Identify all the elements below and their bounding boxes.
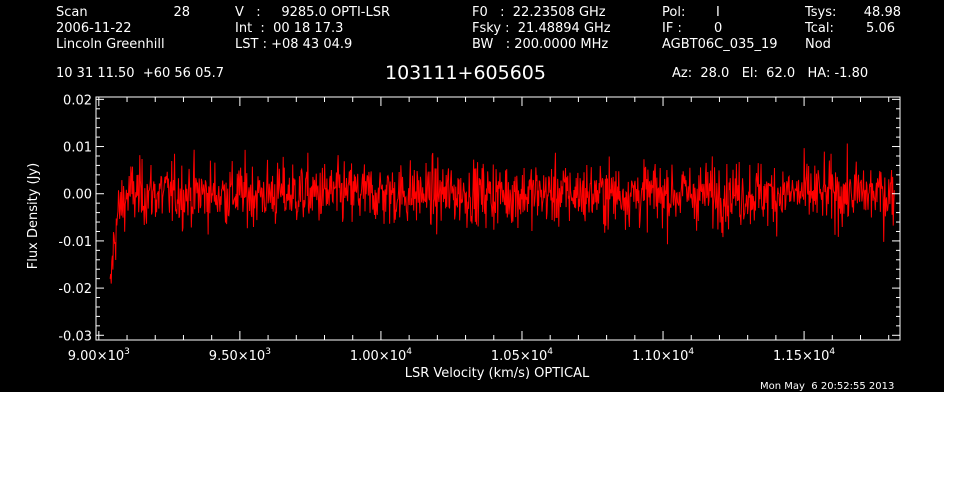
y-tick-label: -0.02 bbox=[58, 282, 92, 297]
source-coords: 10 31 11.50 +60 56 05.7 bbox=[56, 66, 225, 81]
velocity-line: V : 9285.0 OPTI-LSR bbox=[235, 5, 391, 20]
observer-name: Lincoln Greenhill bbox=[56, 37, 165, 52]
x-tick-label: 9.50×103 bbox=[209, 347, 271, 364]
x-axis-label: LSR Velocity (km/s) OPTICAL bbox=[405, 366, 590, 381]
rest-freq-line: F0 : 22.23508 GHz bbox=[472, 5, 606, 20]
x-tick-label: 9.00×103 bbox=[68, 347, 130, 364]
x-tick-label: 1.10×104 bbox=[632, 347, 694, 364]
x-tick-label: 1.00×104 bbox=[350, 347, 412, 364]
if-label: IF : bbox=[662, 21, 682, 36]
tcal-label: Tcal: bbox=[805, 21, 834, 36]
pol-label: Pol: bbox=[662, 5, 686, 20]
sky-freq-line: Fsky : 21.48894 GHz bbox=[472, 21, 611, 36]
scan-value: 28 bbox=[173, 5, 190, 20]
y-tick-label: 0.02 bbox=[63, 93, 92, 108]
spectrum-trace bbox=[109, 143, 895, 284]
lst-line: LST : +08 43 04.9 bbox=[235, 37, 353, 52]
az-el-ha: Az: 28.0 El: 62.0 HA: -1.80 bbox=[672, 66, 869, 81]
plot-frame bbox=[95, 96, 901, 341]
plot-window: Scan 28 2006-11-22 Lincoln Greenhill V :… bbox=[0, 0, 944, 392]
y-tick-label: -0.01 bbox=[58, 235, 92, 250]
tsys-value: 48.98 bbox=[863, 5, 901, 20]
plot-timestamp: Mon May 6 20:52:55 2013 bbox=[760, 381, 895, 392]
y-axis-label: Flux Density (Jy) bbox=[26, 163, 41, 269]
switch-mode: Nod bbox=[805, 37, 831, 52]
source-name: 103111+605605 bbox=[385, 62, 546, 84]
x-tick-label: 1.05×104 bbox=[491, 347, 553, 364]
bandwidth-line: BW : 200.0000 MHz bbox=[472, 37, 609, 52]
pol-value: I bbox=[716, 5, 720, 20]
y-tick-label: 0.00 bbox=[63, 188, 92, 203]
scan-label: Scan bbox=[56, 5, 88, 20]
integration-line: Int : 00 18 17.3 bbox=[235, 21, 344, 36]
tcal-value: 5.06 bbox=[866, 21, 895, 36]
tsys-label: Tsys: bbox=[805, 5, 837, 20]
obs-date: 2006-11-22 bbox=[56, 21, 132, 36]
if-value: 0 bbox=[714, 21, 723, 36]
x-tick-label: 1.15×104 bbox=[773, 347, 835, 364]
spectrum-chart: 0.02 0.01 0.00 -0.01 -0.02 -0.03 9.00×103 9.50×… bbox=[26, 93, 901, 381]
project-id: AGBT06C_035_19 bbox=[662, 37, 778, 52]
y-tick-label: 0.01 bbox=[63, 141, 92, 156]
y-tick-label: -0.03 bbox=[58, 329, 92, 344]
